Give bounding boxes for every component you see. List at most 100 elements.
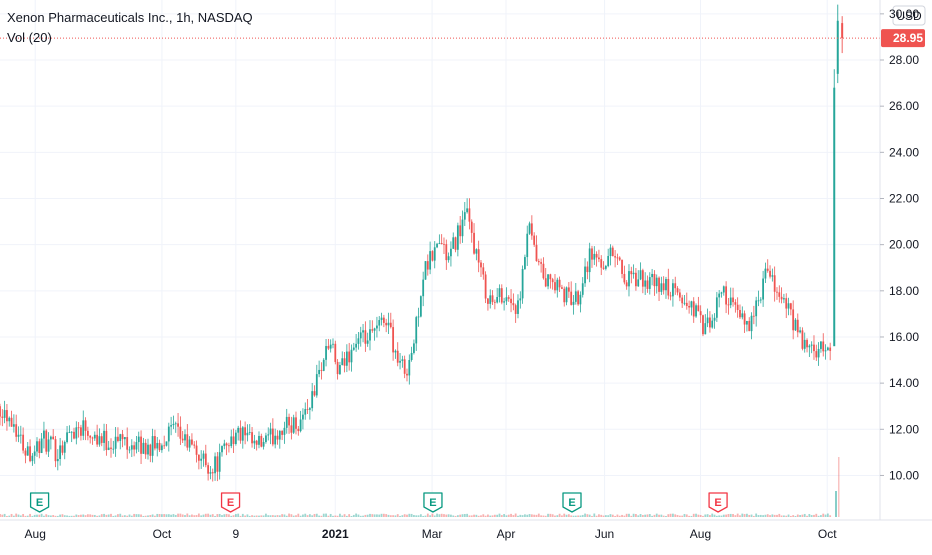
y-tick-label-7: 24.00 bbox=[889, 145, 919, 159]
candle-body bbox=[660, 283, 663, 292]
candle-body bbox=[799, 330, 802, 333]
earnings-marker-4[interactable]: E bbox=[708, 492, 728, 513]
price-axis[interactable]: USD 10.00 12.00 14.00 16.00 18.00 20.00 22.00 24… bbox=[879, 0, 926, 520]
volume-bar bbox=[493, 514, 496, 517]
candle bbox=[561, 284, 563, 290]
candle bbox=[283, 421, 286, 444]
candle bbox=[387, 312, 390, 335]
candle bbox=[123, 436, 126, 446]
candle-body bbox=[445, 244, 448, 261]
candle-body bbox=[167, 426, 170, 442]
earnings-marker-2[interactable]: E bbox=[423, 492, 443, 513]
candle-body bbox=[308, 408, 311, 410]
volume-bar bbox=[89, 514, 92, 517]
volume-bar bbox=[258, 515, 260, 517]
candle-body bbox=[801, 330, 804, 349]
earnings-marker-1[interactable]: E bbox=[220, 492, 241, 513]
candle bbox=[692, 297, 695, 323]
volume-bar bbox=[389, 515, 392, 517]
volume-bar bbox=[313, 513, 316, 517]
time-axis[interactable]: Aug Oct 9 2021 Mar Apr Jun Aug Oct bbox=[0, 519, 932, 541]
volume-bar bbox=[690, 515, 693, 517]
candle bbox=[792, 300, 795, 340]
candle-body bbox=[117, 436, 119, 441]
candle-body bbox=[258, 435, 260, 445]
candle bbox=[15, 414, 18, 442]
volume-bar bbox=[295, 515, 297, 517]
currency-button-label: USD bbox=[896, 9, 922, 23]
candle-body bbox=[699, 311, 702, 316]
candle bbox=[549, 273, 552, 289]
candle bbox=[623, 265, 626, 285]
volume-indicator-label[interactable]: Vol (20) bbox=[7, 30, 52, 45]
candle-body bbox=[348, 351, 351, 363]
symbol-title[interactable]: Xenon Pharmaceuticals Inc., 1h, NASDAQ bbox=[7, 10, 253, 25]
candle bbox=[239, 420, 242, 444]
volume-bar bbox=[602, 515, 605, 517]
earnings-marker-3[interactable]: E bbox=[562, 492, 582, 513]
candle-body bbox=[824, 350, 827, 352]
candle bbox=[267, 427, 270, 441]
volume-bar bbox=[188, 515, 191, 517]
candle bbox=[542, 257, 545, 280]
candle bbox=[563, 286, 566, 307]
candle bbox=[734, 299, 737, 313]
currency-button[interactable]: USD bbox=[892, 5, 926, 26]
candle bbox=[156, 436, 159, 457]
volume-bar bbox=[817, 515, 820, 517]
volume-bar bbox=[186, 513, 189, 517]
volume-bar bbox=[561, 515, 563, 517]
candle-body bbox=[281, 430, 284, 435]
volume-bar bbox=[103, 513, 105, 517]
volume-bar bbox=[639, 514, 642, 517]
candle-body bbox=[8, 417, 11, 422]
candle bbox=[3, 400, 6, 424]
volume-bar bbox=[440, 513, 443, 517]
candle bbox=[385, 318, 388, 333]
candle bbox=[160, 443, 163, 453]
volume-bar bbox=[24, 515, 27, 517]
candle-body bbox=[341, 358, 344, 366]
candle-body bbox=[260, 435, 263, 447]
candle-body bbox=[424, 261, 427, 280]
candle-body bbox=[339, 365, 341, 375]
volume-bar bbox=[810, 515, 813, 517]
candle-body bbox=[385, 322, 388, 326]
candle-body bbox=[623, 273, 626, 283]
volume-bar bbox=[688, 515, 691, 517]
volume-bar bbox=[123, 515, 126, 517]
volume-bar bbox=[748, 514, 751, 517]
candle-body bbox=[833, 87, 836, 347]
candle-body bbox=[45, 430, 48, 452]
volume-bar bbox=[570, 515, 573, 517]
candle-body bbox=[38, 441, 41, 453]
candle-body bbox=[722, 286, 725, 293]
volume-bar bbox=[84, 515, 87, 517]
volume-bar bbox=[8, 515, 11, 517]
candle bbox=[755, 296, 758, 327]
volume-bar bbox=[648, 514, 651, 517]
volume-bar bbox=[10, 513, 13, 517]
candle-body bbox=[103, 430, 105, 443]
candle bbox=[253, 434, 256, 450]
candle bbox=[468, 198, 471, 230]
earnings-marker-0[interactable]: E bbox=[29, 492, 50, 513]
candle bbox=[491, 290, 494, 305]
candle-body bbox=[408, 359, 411, 376]
candle-body bbox=[443, 243, 445, 245]
candle-body bbox=[43, 430, 45, 439]
earnings-marker-shape bbox=[220, 492, 241, 513]
volume-bar bbox=[93, 514, 96, 517]
candle bbox=[648, 272, 651, 295]
candle bbox=[130, 439, 133, 458]
volume-bar bbox=[126, 515, 129, 517]
volume-bar bbox=[651, 515, 654, 517]
last-price-label[interactable]: 28.95 bbox=[881, 29, 925, 48]
volume-bar bbox=[121, 515, 124, 517]
volume-bar bbox=[415, 515, 418, 517]
candle-body bbox=[759, 299, 762, 301]
candle-body bbox=[292, 417, 295, 433]
